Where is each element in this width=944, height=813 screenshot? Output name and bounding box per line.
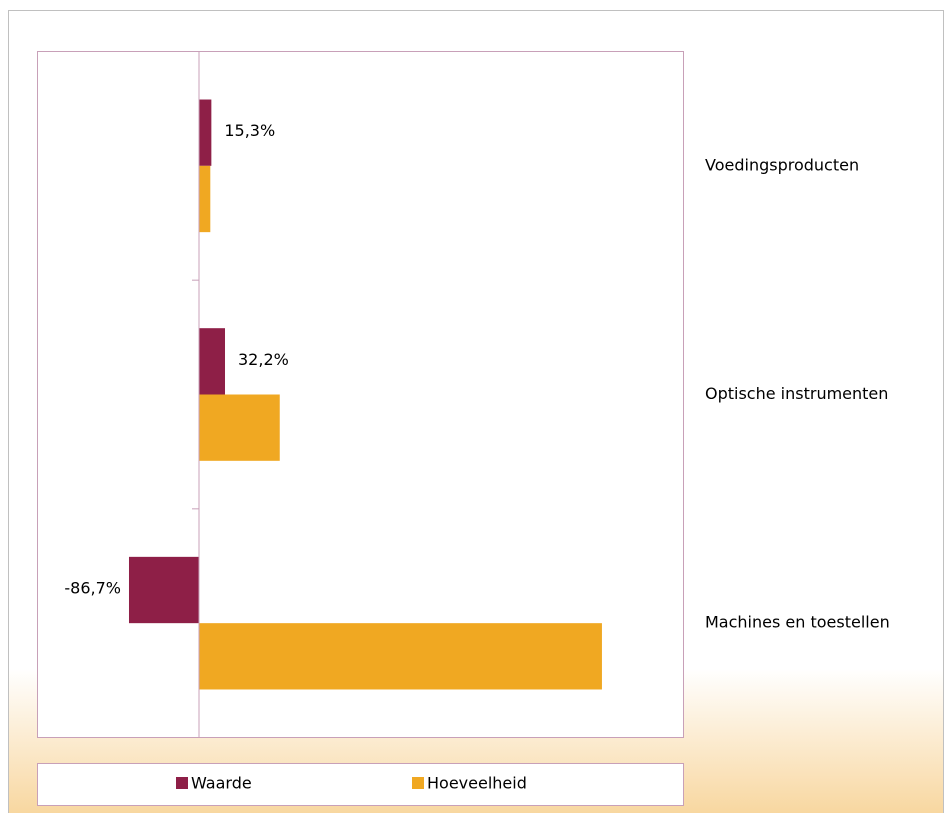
legend-swatch [412,777,424,789]
bar [199,623,602,690]
legend-box [37,763,684,806]
value-label: 32,2% [238,350,289,369]
category-label: Voedingsproducten [705,155,859,174]
legend-label: Hoeveelheid [427,774,527,793]
bar [199,165,211,233]
value-label: 15,3% [224,121,275,140]
category-label: Optische instrumenten [705,384,888,403]
bar [199,394,280,461]
bar [199,99,212,166]
legend-label: Waarde [191,774,252,793]
legend-swatch [176,777,188,789]
bar [128,556,199,624]
bar [199,328,226,395]
category-label: Machines en toestellen [705,613,890,632]
value-label: -86,7% [64,579,121,598]
